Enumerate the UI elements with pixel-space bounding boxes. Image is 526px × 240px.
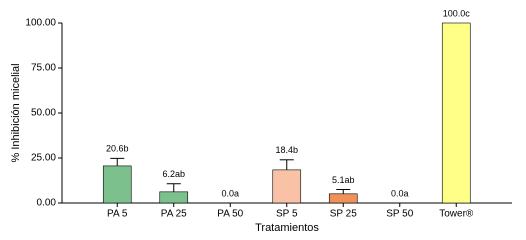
x-tick-label: PA 5 [107,209,128,220]
value-label: 5.1ab [332,175,355,185]
bar [441,22,471,204]
x-tick-label: PA 25 [161,209,187,220]
value-label: 6.2ab [162,169,185,179]
value-label: 18.4b [275,145,298,155]
x-axis-label: Tratamientos [255,222,319,234]
y-tick-label: 25.00 [31,153,56,164]
y-tick-label: 100.00 [25,18,56,29]
y-tick-label: 50.00 [31,108,56,119]
x-tick-label: SP 25 [330,209,357,220]
y-tick-label: 75.00 [31,63,56,74]
bar [328,193,358,204]
y-axis-label: % Inhibición micelial [10,63,22,162]
x-tick-label: PA 50 [217,209,243,220]
y-tick-label: 0.00 [37,198,57,209]
value-label: 100.0c [443,8,471,18]
x-tick-label: SP 5 [276,209,298,220]
value-label: 20.6b [106,144,129,154]
x-tick-label: Tower® [439,209,474,220]
value-label: 0.0a [391,188,409,198]
value-label: 0.0a [221,188,239,198]
x-tick-label: SP 50 [386,209,413,220]
bar [272,169,302,204]
bar [159,191,189,204]
bar [102,165,132,204]
